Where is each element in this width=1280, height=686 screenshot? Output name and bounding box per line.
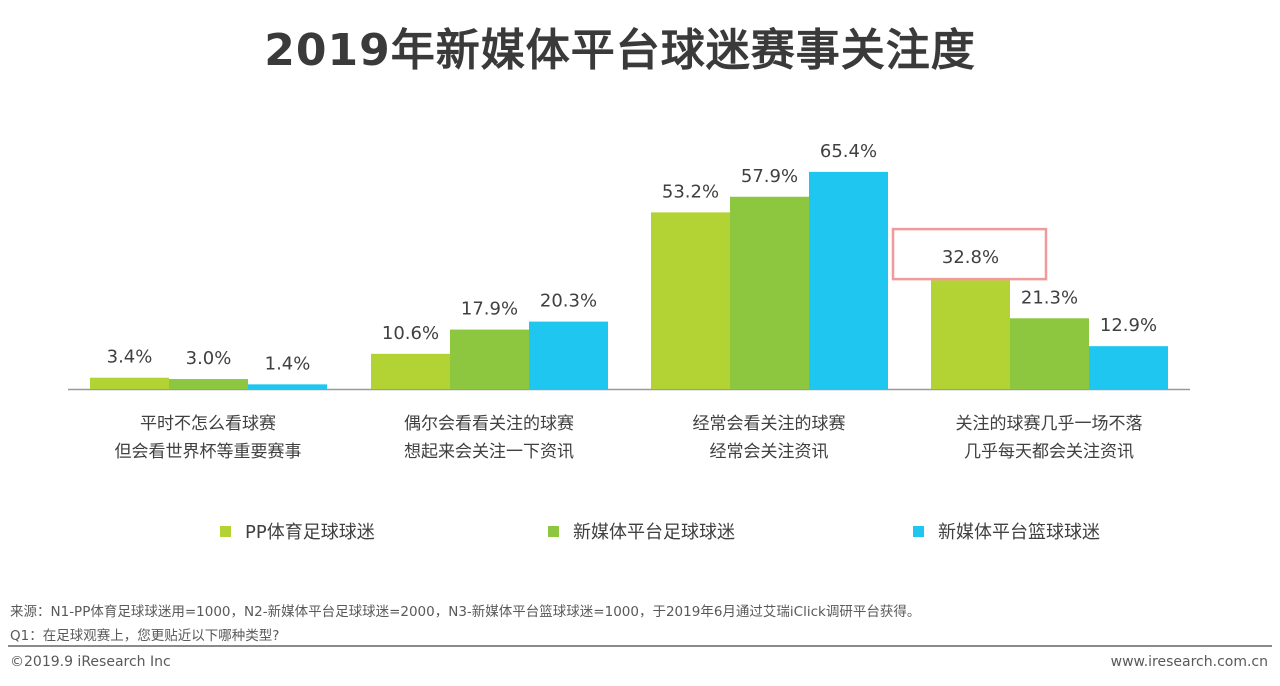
legend-item: PP体育足球球迷 xyxy=(220,518,375,544)
legend-swatch xyxy=(913,525,924,537)
legend-swatch xyxy=(220,525,231,537)
question-note: Q1：在足球观赛上，您更贴近以下哪种类型? xyxy=(10,628,280,644)
category-label-line: 偶尔会看看关注的球赛 xyxy=(404,414,574,434)
copyright: ©2019.9 iResearch Inc xyxy=(10,654,171,670)
legend-swatch xyxy=(548,525,559,537)
bar xyxy=(529,321,608,389)
website: www.iresearch.com.cn xyxy=(1110,654,1268,670)
highlight-box xyxy=(891,227,1048,281)
data-label: 1.4% xyxy=(265,353,311,374)
data-label: 57.9% xyxy=(741,166,798,187)
category-label-line: 想起来会关注一下资讯 xyxy=(404,442,574,462)
category-label: 关注的球赛几乎一场不落 几乎每天都会关注资讯 xyxy=(909,410,1189,466)
bar xyxy=(90,377,169,389)
bar xyxy=(651,212,730,389)
category-label-line: 经常会关注资讯 xyxy=(709,442,829,462)
legend-item: 新媒体平台篮球球迷 xyxy=(913,518,1100,544)
data-label: 32.8% xyxy=(942,247,999,268)
chart-title: 2019年新媒体平台球迷赛事关注度 xyxy=(264,25,976,76)
legend-label: 新媒体平台足球球迷 xyxy=(573,522,735,543)
category-label: 经常会看关注的球赛 经常会关注资讯 xyxy=(629,410,909,466)
data-label: 12.9% xyxy=(1100,315,1157,336)
legend-label: PP体育足球球迷 xyxy=(245,522,375,543)
category-label-line: 几乎每天都会关注资讯 xyxy=(964,442,1134,462)
legend-item: 新媒体平台足球球迷 xyxy=(548,518,735,544)
bar xyxy=(248,384,327,389)
category-label-line: 平时不怎么看球赛 xyxy=(140,414,276,434)
bar xyxy=(169,379,248,389)
data-label: 65.4% xyxy=(820,141,877,162)
data-label: 3.4% xyxy=(107,347,153,368)
bar xyxy=(371,353,450,389)
data-label: 53.2% xyxy=(662,181,719,202)
data-label: 20.3% xyxy=(540,291,597,312)
source-note: 来源：N1-PP体育足球球迷用=1000，N2-新媒体平台足球球迷=2000，N… xyxy=(10,604,921,620)
category-label-line: 关注的球赛几乎一场不落 xyxy=(955,414,1143,434)
data-label: 21.3% xyxy=(1021,287,1078,308)
legend-label: 新媒体平台篮球球迷 xyxy=(938,522,1100,543)
category-label-line: 但会看世界杯等重要赛事 xyxy=(114,442,302,462)
bar xyxy=(1089,346,1168,389)
category-label-line: 经常会看关注的球赛 xyxy=(692,414,846,434)
bar xyxy=(931,280,1010,389)
category-label: 平时不怎么看球赛但会看世界杯等重要赛事 xyxy=(68,410,348,466)
category-label: 偶尔会看看关注的球赛 想起来会关注一下资讯 xyxy=(349,410,629,466)
bar xyxy=(809,171,888,389)
data-label: 10.6% xyxy=(382,323,439,344)
data-label: 17.9% xyxy=(461,299,518,320)
bar xyxy=(450,329,529,389)
footer-divider xyxy=(8,645,1272,647)
data-label: 3.0% xyxy=(186,348,232,369)
bar xyxy=(1010,318,1089,389)
bar xyxy=(730,196,809,389)
